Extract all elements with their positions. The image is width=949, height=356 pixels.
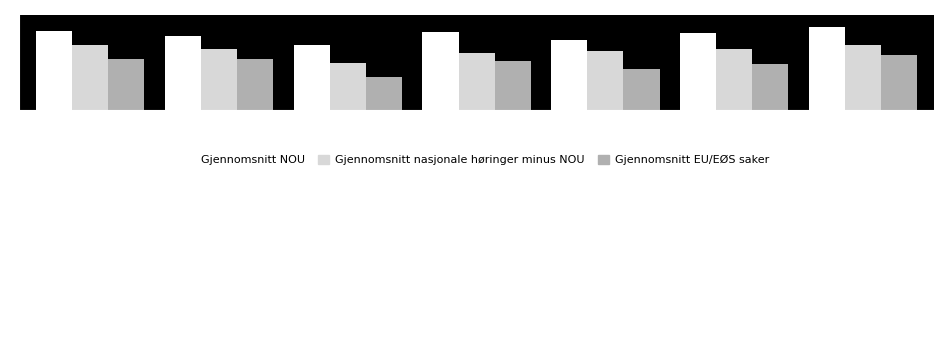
Bar: [293, 45, 329, 110]
Bar: [365, 77, 401, 110]
Bar: [882, 55, 918, 110]
Bar: [458, 53, 494, 110]
Bar: [587, 51, 623, 110]
Bar: [716, 48, 753, 110]
Bar: [551, 40, 587, 110]
Bar: [623, 69, 660, 110]
Bar: [201, 49, 237, 110]
Legend: Gjennomsnitt NOU, Gjennomsnitt nasjonale høringer minus NOU, Gjennomsnitt EU/EØS: Gjennomsnitt NOU, Gjennomsnitt nasjonale…: [180, 151, 773, 169]
Bar: [72, 45, 108, 110]
Bar: [846, 45, 882, 110]
Bar: [680, 33, 716, 110]
Bar: [36, 31, 72, 110]
Bar: [422, 32, 458, 110]
Bar: [237, 59, 273, 110]
Bar: [809, 27, 846, 110]
Bar: [329, 63, 365, 110]
Bar: [108, 59, 144, 110]
Bar: [165, 36, 201, 110]
Bar: [753, 64, 789, 110]
Bar: [494, 61, 530, 110]
